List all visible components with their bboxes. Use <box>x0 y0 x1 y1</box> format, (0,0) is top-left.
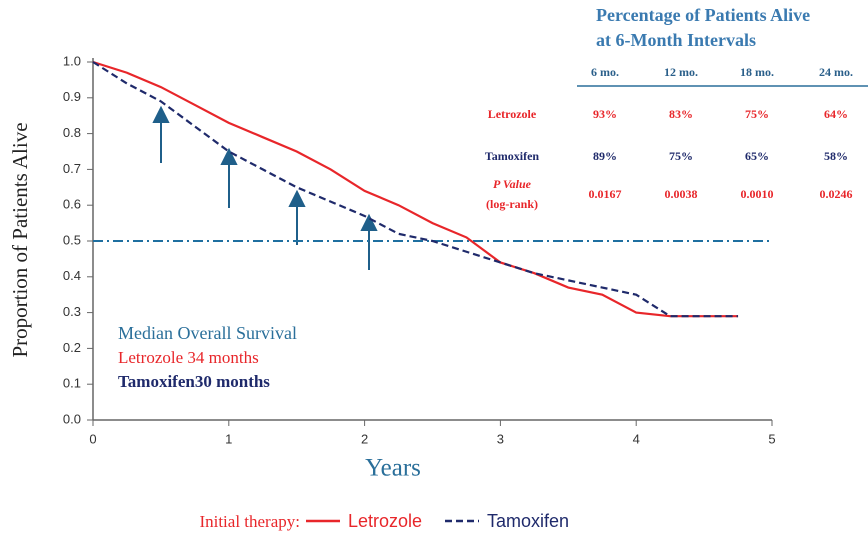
y-tick-label: 0.6 <box>63 197 81 212</box>
x-tick-label: 3 <box>497 431 504 446</box>
table-column: 24 mo. <box>819 65 853 79</box>
arrow-head <box>152 105 170 123</box>
table-cell: 64% <box>824 107 848 121</box>
x-tick-label: 5 <box>768 431 775 446</box>
table-row-label: (log-rank) <box>486 197 538 211</box>
arrow-head <box>220 147 238 165</box>
y-tick-label: 0.1 <box>63 376 81 391</box>
table-column: 12 mo. <box>664 65 698 79</box>
table-cell: 65% <box>745 149 769 163</box>
series-line <box>92 61 739 318</box>
y-tick-label: 0.2 <box>63 340 81 355</box>
table-cell: 0.0167 <box>589 187 622 201</box>
annotation: Tamoxifen30 months <box>118 372 270 391</box>
annotation: Median Overall Survival <box>118 323 297 343</box>
y-tick-label: 0.9 <box>63 89 81 104</box>
x-axis-label: Years <box>365 455 421 482</box>
x-tick-label: 0 <box>89 431 96 446</box>
y-tick-label: 0.4 <box>63 268 81 283</box>
x-tick-label: 2 <box>361 431 368 446</box>
table-row-label: Tamoxifen <box>485 149 540 163</box>
y-tick-label: 0.8 <box>63 125 81 140</box>
x-tick-label: 4 <box>633 431 640 446</box>
arrow-head <box>288 189 306 207</box>
table-cell: 75% <box>745 107 769 121</box>
table-row-label: Letrozole <box>488 107 537 121</box>
arrows <box>152 105 378 270</box>
arrow-head <box>360 213 378 231</box>
table-title: Percentage of Patients Alive <box>596 5 810 25</box>
table-cell: 58% <box>824 149 848 163</box>
table-cell: 89% <box>593 149 617 163</box>
annotation: Letrozole 34 months <box>118 348 259 367</box>
x-tick-label: 1 <box>225 431 232 446</box>
table-column: 18 mo. <box>740 65 774 79</box>
table-row-label: P Value <box>493 177 532 191</box>
y-axis-label: Proportion of Patients Alive <box>8 122 32 357</box>
y-tick-label: 0.0 <box>63 411 81 426</box>
y-tick-label: 0.7 <box>63 161 81 176</box>
series-line <box>92 60 739 318</box>
legend-label: Letrozole <box>348 511 422 531</box>
y-tick-label: 1.0 <box>63 53 81 68</box>
table-cell: 0.0246 <box>820 187 853 201</box>
y-tick-label: 0.5 <box>63 232 81 247</box>
table-column: 6 mo. <box>591 65 619 79</box>
table-cell: 93% <box>593 107 617 121</box>
table-cell: 0.0038 <box>665 187 698 201</box>
y-tick-label: 0.3 <box>63 304 81 319</box>
table-cell: 0.0010 <box>741 187 774 201</box>
table-title: at 6-Month Intervals <box>596 30 756 50</box>
table-cell: 75% <box>669 149 693 163</box>
legend-title: Initial therapy: <box>199 512 300 531</box>
table-cell: 83% <box>669 107 693 121</box>
legend-label: Tamoxifen <box>487 511 569 531</box>
